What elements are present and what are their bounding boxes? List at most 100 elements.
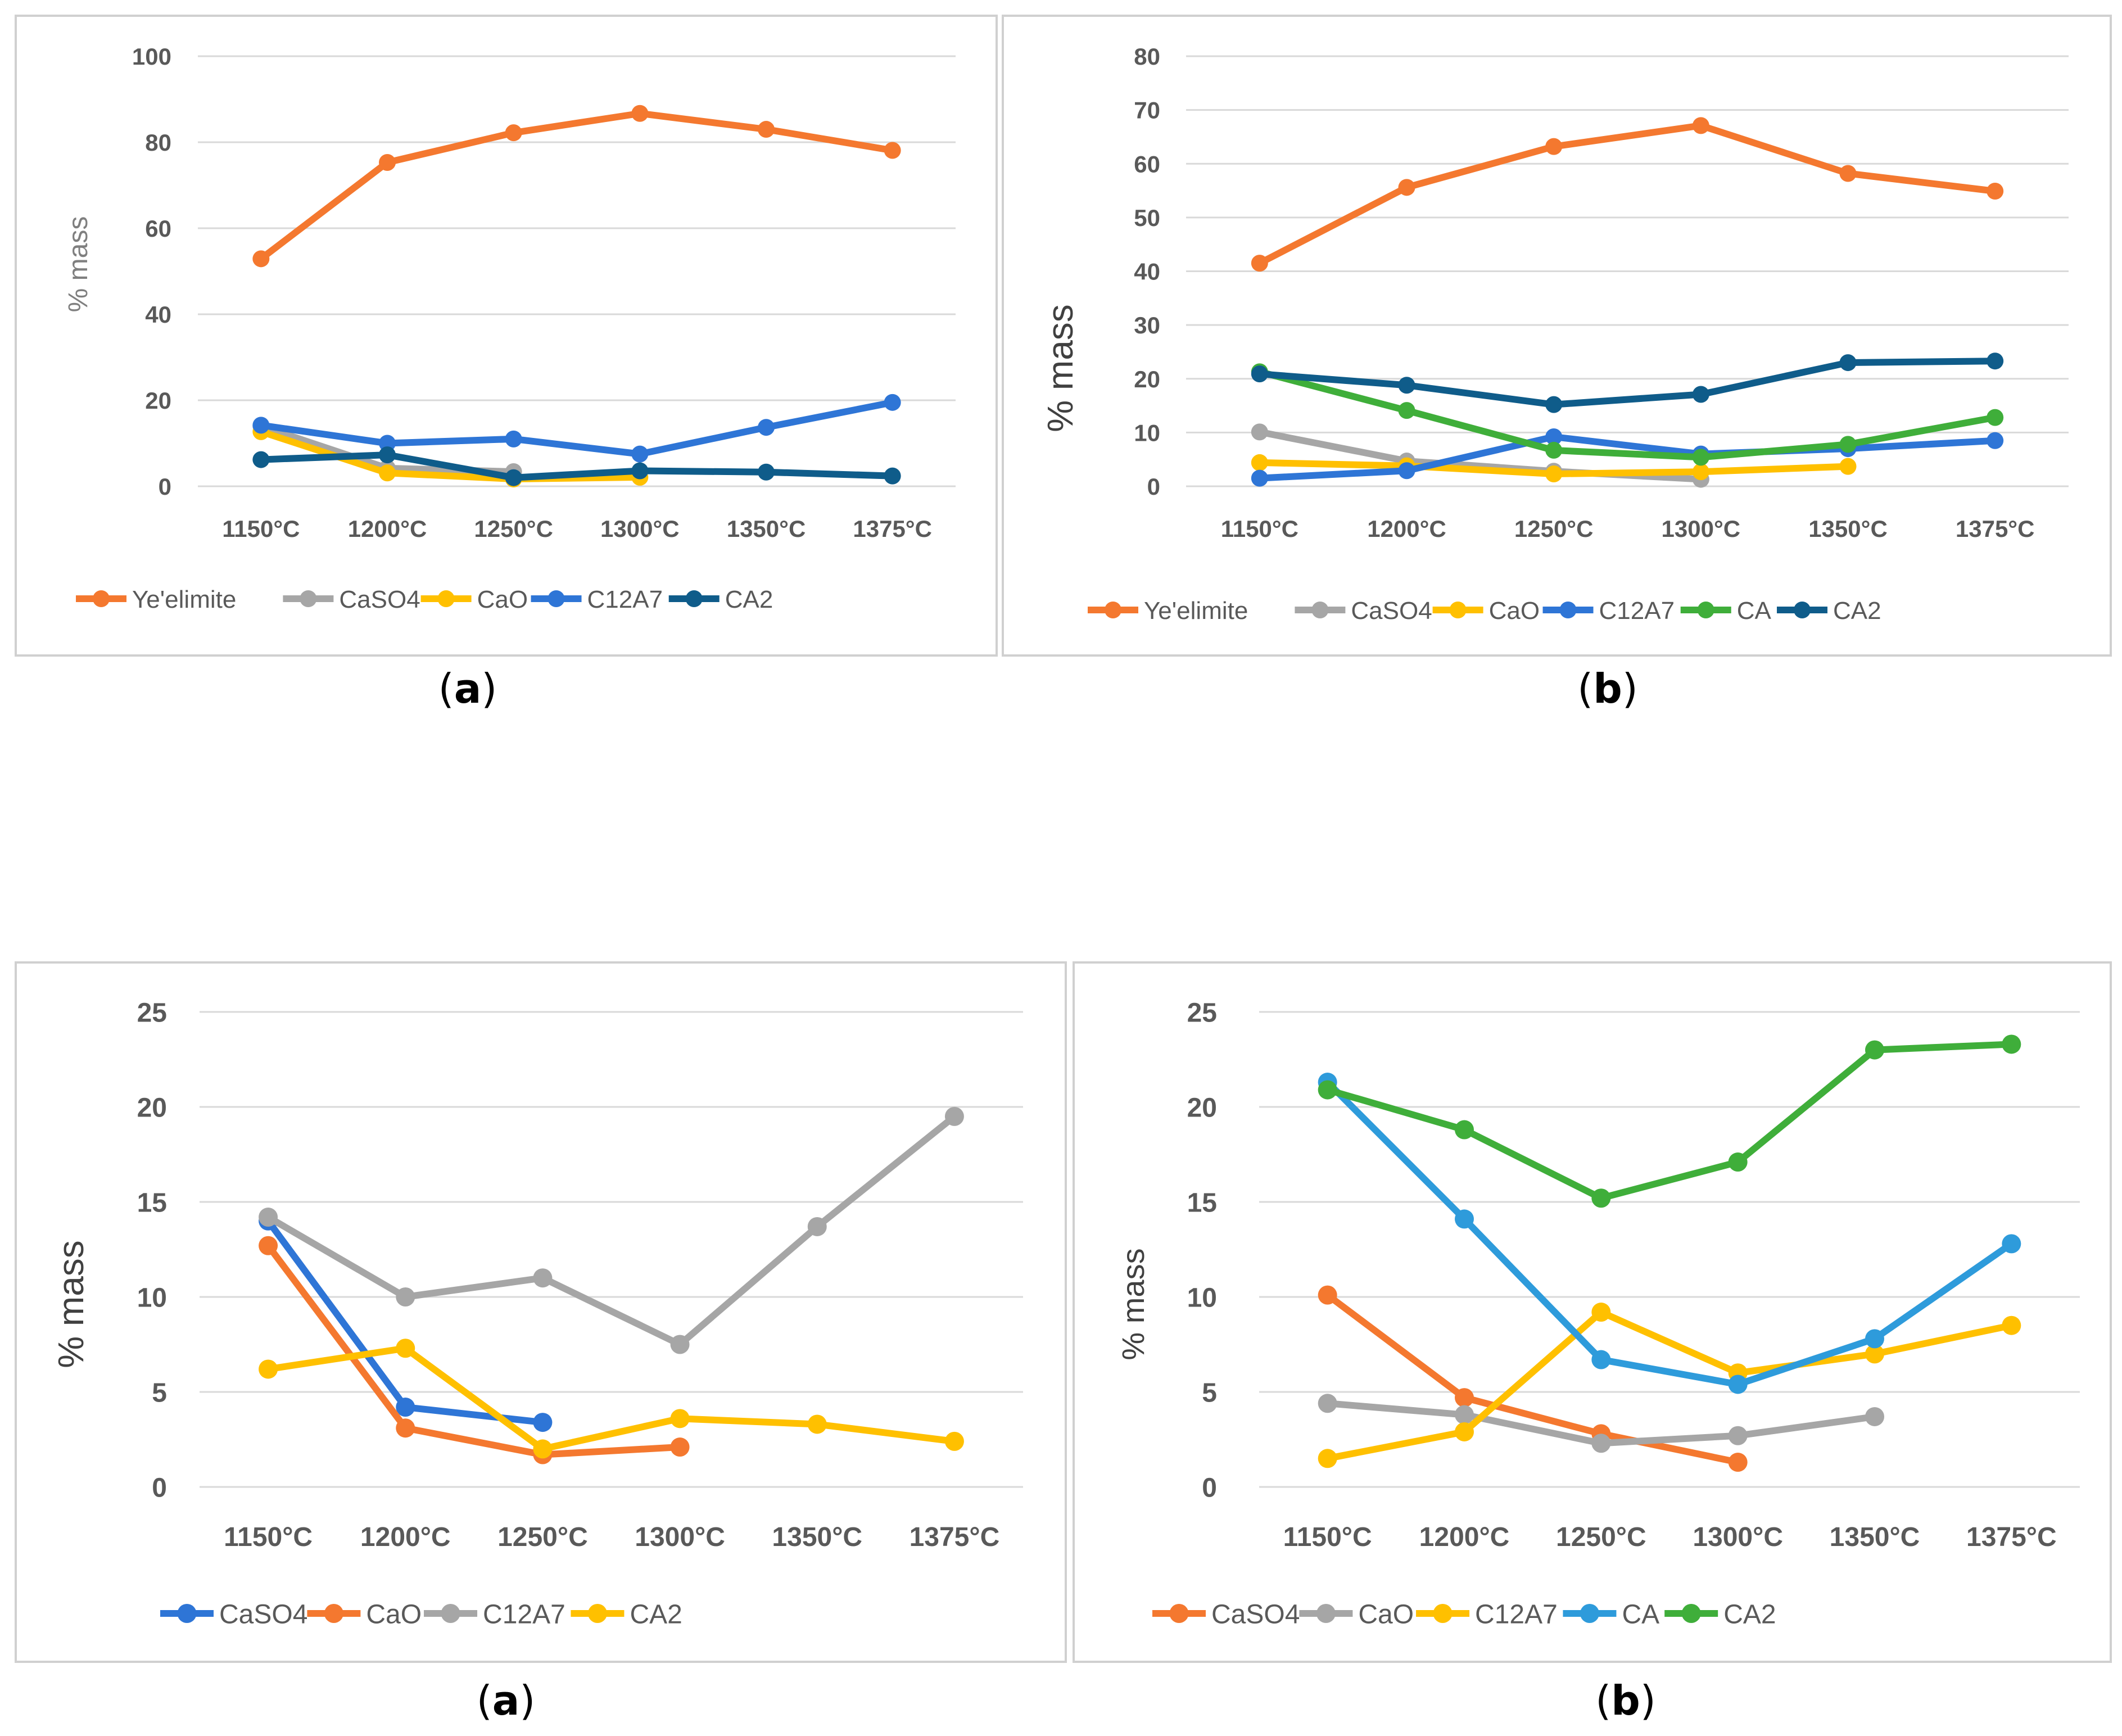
data-point bbox=[396, 1339, 415, 1358]
data-point bbox=[1545, 396, 1563, 413]
data-point bbox=[505, 124, 522, 142]
panel-label: (a) bbox=[438, 665, 497, 712]
x-tick-label: 1200°C bbox=[348, 516, 427, 542]
series-ca2 bbox=[1251, 352, 2004, 413]
legend-label: CaO bbox=[1358, 1599, 1414, 1629]
data-point bbox=[1545, 428, 1563, 446]
data-point bbox=[884, 394, 901, 411]
chart-frame bbox=[1002, 15, 2112, 657]
y-axis-label: % mass bbox=[1115, 1248, 1151, 1360]
data-point bbox=[252, 417, 270, 434]
legend-label: C12A7 bbox=[1599, 597, 1675, 625]
panel-label: (a) bbox=[477, 1677, 536, 1724]
data-point bbox=[1455, 1388, 1474, 1408]
data-point bbox=[1987, 409, 2004, 426]
data-point bbox=[758, 463, 775, 481]
y-tick-label: 15 bbox=[137, 1188, 167, 1218]
series-line bbox=[1256, 433, 1999, 482]
legend-swatch-marker bbox=[1311, 602, 1329, 618]
data-point bbox=[1839, 165, 1857, 182]
legend-item-cao: CaO bbox=[1299, 1599, 1414, 1629]
legend-label: CaO bbox=[366, 1599, 422, 1629]
data-point bbox=[396, 1398, 415, 1417]
legend-label: CA2 bbox=[1833, 597, 1881, 625]
panel-label: (b) bbox=[1595, 1677, 1656, 1724]
legend-label: CA2 bbox=[630, 1599, 682, 1629]
x-tick-label: 1150°C bbox=[222, 516, 300, 542]
legend-item-c12a7: C12A7 bbox=[424, 1599, 565, 1629]
y-tick-label: 20 bbox=[137, 1093, 167, 1123]
data-point bbox=[1398, 377, 1415, 394]
data-point bbox=[2002, 1034, 2021, 1054]
data-point bbox=[1251, 365, 1268, 383]
legend-item-ye-elimite: Ye'elimite bbox=[1088, 597, 1248, 625]
legend-label: CA2 bbox=[1723, 1599, 1776, 1629]
series-ca bbox=[1318, 1073, 2021, 1394]
data-point bbox=[1455, 1120, 1474, 1140]
plot-area: 0 10 20 30 40 50 60 70 80 % mass 1150°C 1200°C 1250°… bbox=[1040, 43, 2069, 625]
data-point bbox=[1455, 1209, 1474, 1229]
x-tick-label: 1200°C bbox=[360, 1522, 451, 1552]
data-point bbox=[533, 1439, 553, 1459]
y-axis-label: % mass bbox=[51, 1240, 91, 1368]
y-tick-label: 80 bbox=[1134, 43, 1160, 70]
x-tick-label: 1150°C bbox=[224, 1522, 313, 1552]
legend-item-ca2: CA2 bbox=[668, 586, 773, 613]
x-tick-label: 1300°C bbox=[600, 516, 680, 542]
legend-label: CaSO4 bbox=[339, 586, 420, 613]
legend-item-cao: CaO bbox=[1432, 597, 1540, 625]
data-point bbox=[1728, 1453, 1748, 1472]
data-point bbox=[379, 446, 396, 464]
chart-bottom-right: 0 5 10 15 20 25 % mass 1150°C 1200°C 1250°C 1300°C… bbox=[1073, 961, 2112, 1724]
series-cao bbox=[1251, 454, 1857, 483]
data-point bbox=[807, 1217, 827, 1236]
legend-label: CA bbox=[1737, 597, 1772, 625]
y-tick-label: 5 bbox=[152, 1378, 167, 1408]
x-tick-label: 1150°C bbox=[1221, 516, 1298, 542]
y-tick-label: 0 bbox=[159, 473, 171, 500]
x-tick-label: 1250°C bbox=[474, 516, 553, 542]
legend-swatch-marker bbox=[1697, 602, 1714, 618]
data-point bbox=[379, 153, 396, 171]
y-tick-label: 40 bbox=[1134, 259, 1160, 285]
data-point bbox=[259, 1208, 278, 1227]
chart-frame bbox=[15, 15, 998, 657]
legend-swatch-marker bbox=[1449, 602, 1467, 618]
legend-item-ca2: CA2 bbox=[1777, 597, 1881, 625]
data-point bbox=[670, 1409, 690, 1428]
series-line bbox=[265, 1242, 684, 1458]
data-point bbox=[505, 430, 522, 447]
series-line bbox=[257, 451, 896, 481]
data-point bbox=[379, 464, 396, 482]
data-point bbox=[379, 435, 396, 452]
legend-swatch-marker bbox=[437, 590, 455, 607]
data-point bbox=[1839, 458, 1857, 475]
legend-item-ca: CA bbox=[1563, 1599, 1659, 1629]
y-tick-label: 30 bbox=[1134, 312, 1160, 338]
x-tick-label: 1250°C bbox=[1514, 516, 1594, 542]
data-point bbox=[1692, 449, 1709, 466]
legend-label: CaSO4 bbox=[1351, 597, 1432, 625]
legend-swatch-marker bbox=[1316, 1604, 1336, 1623]
data-point bbox=[884, 142, 901, 159]
legend-label: C12A7 bbox=[483, 1599, 565, 1629]
data-point bbox=[396, 1418, 415, 1438]
data-point bbox=[1692, 386, 1709, 403]
y-tick-label: 60 bbox=[145, 215, 171, 242]
y-axis-label: % mass bbox=[1040, 304, 1080, 432]
data-point bbox=[252, 250, 270, 268]
legend-item-ca2: CA2 bbox=[1664, 1599, 1776, 1629]
plot-area: 0 5 10 15 20 25 % mass 1150°C 1200°C 1250°C 1300°C… bbox=[51, 998, 1023, 1629]
y-tick-label: 100 bbox=[132, 43, 171, 70]
legend-swatch-marker bbox=[1559, 602, 1577, 618]
series-line bbox=[257, 428, 644, 482]
data-point bbox=[1251, 469, 1268, 487]
data-point bbox=[533, 1268, 553, 1288]
data-point bbox=[1398, 402, 1415, 419]
y-tick-label: 50 bbox=[1134, 205, 1160, 231]
legend-label: CaSO4 bbox=[1211, 1599, 1300, 1629]
plot-area: 0 20 40 60 80 100 % mass 1150°C 1200°C 1250°C 1300… bbox=[64, 43, 956, 613]
legend-swatch-marker bbox=[1433, 1604, 1453, 1623]
x-tick-label: 1350°C bbox=[1830, 1522, 1920, 1552]
x-tick-label: 1150°C bbox=[1283, 1522, 1372, 1552]
